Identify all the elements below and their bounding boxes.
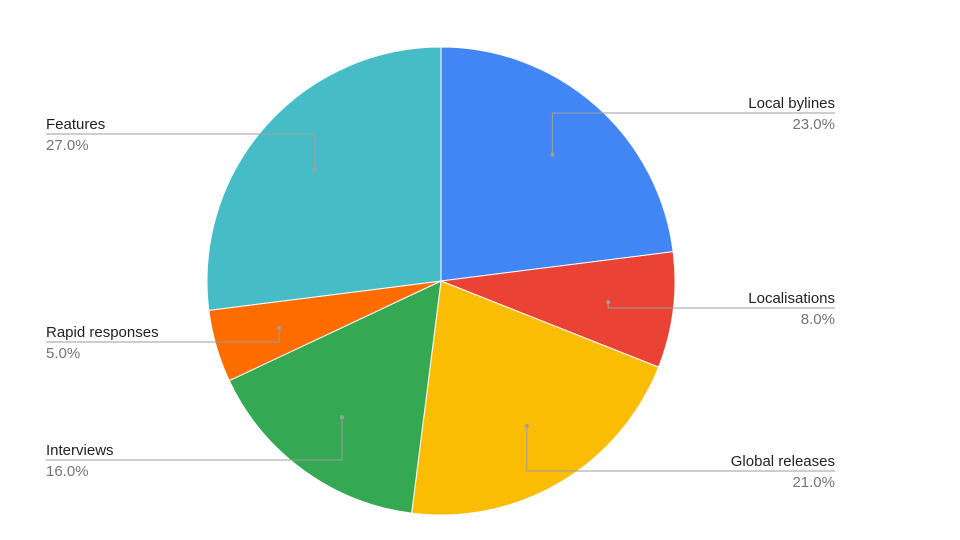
- slice-label-localisations: Localisations: [748, 290, 835, 307]
- pie-slice-localisations[interactable]: [440, 251, 676, 368]
- leader-line-global-releases: [526, 426, 835, 472]
- leader-dot-localisations: [606, 300, 611, 305]
- leader-dot-interviews: [340, 415, 344, 420]
- slice-value-interviews: 16.0%: [46, 463, 89, 480]
- slice-label-features: Features: [46, 116, 105, 133]
- slice-value-rapid-responses: 5.0%: [46, 345, 80, 362]
- slice-value-localisations: 8.0%: [801, 311, 835, 328]
- pie-slice-features[interactable]: [206, 46, 442, 311]
- pie-slice-global-releases[interactable]: [411, 280, 660, 516]
- pie-slice-local-bylines[interactable]: [440, 46, 674, 282]
- leader-dot-global-releases: [524, 424, 529, 428]
- slice-labels: Local bylines 23.0% Localisations 8.0% Globa…: [46, 95, 835, 491]
- slice-label-global-releases: Global releases: [731, 453, 835, 470]
- slice-label-local-bylines: Local bylines: [748, 95, 835, 112]
- leader-dot-local-bylines: [550, 152, 555, 157]
- slice-value-global-releases: 21.0%: [792, 474, 835, 491]
- leader-dot-rapid-responses: [277, 326, 282, 330]
- slice-value-features: 27.0%: [46, 137, 89, 154]
- pie-slice-interviews[interactable]: [228, 280, 442, 514]
- pie-slices: [206, 46, 676, 516]
- slice-value-local-bylines: 23.0%: [792, 116, 835, 133]
- leader-line-rapid-responses: [46, 328, 280, 343]
- slice-label-interviews: Interviews: [46, 442, 114, 459]
- leader-dot-features: [312, 167, 317, 172]
- slice-label-rapid-responses: Rapid responses: [46, 324, 159, 341]
- leader-line-features: [46, 133, 316, 170]
- leader-line-local-bylines: [551, 112, 835, 155]
- leader-line-interviews: [46, 417, 343, 461]
